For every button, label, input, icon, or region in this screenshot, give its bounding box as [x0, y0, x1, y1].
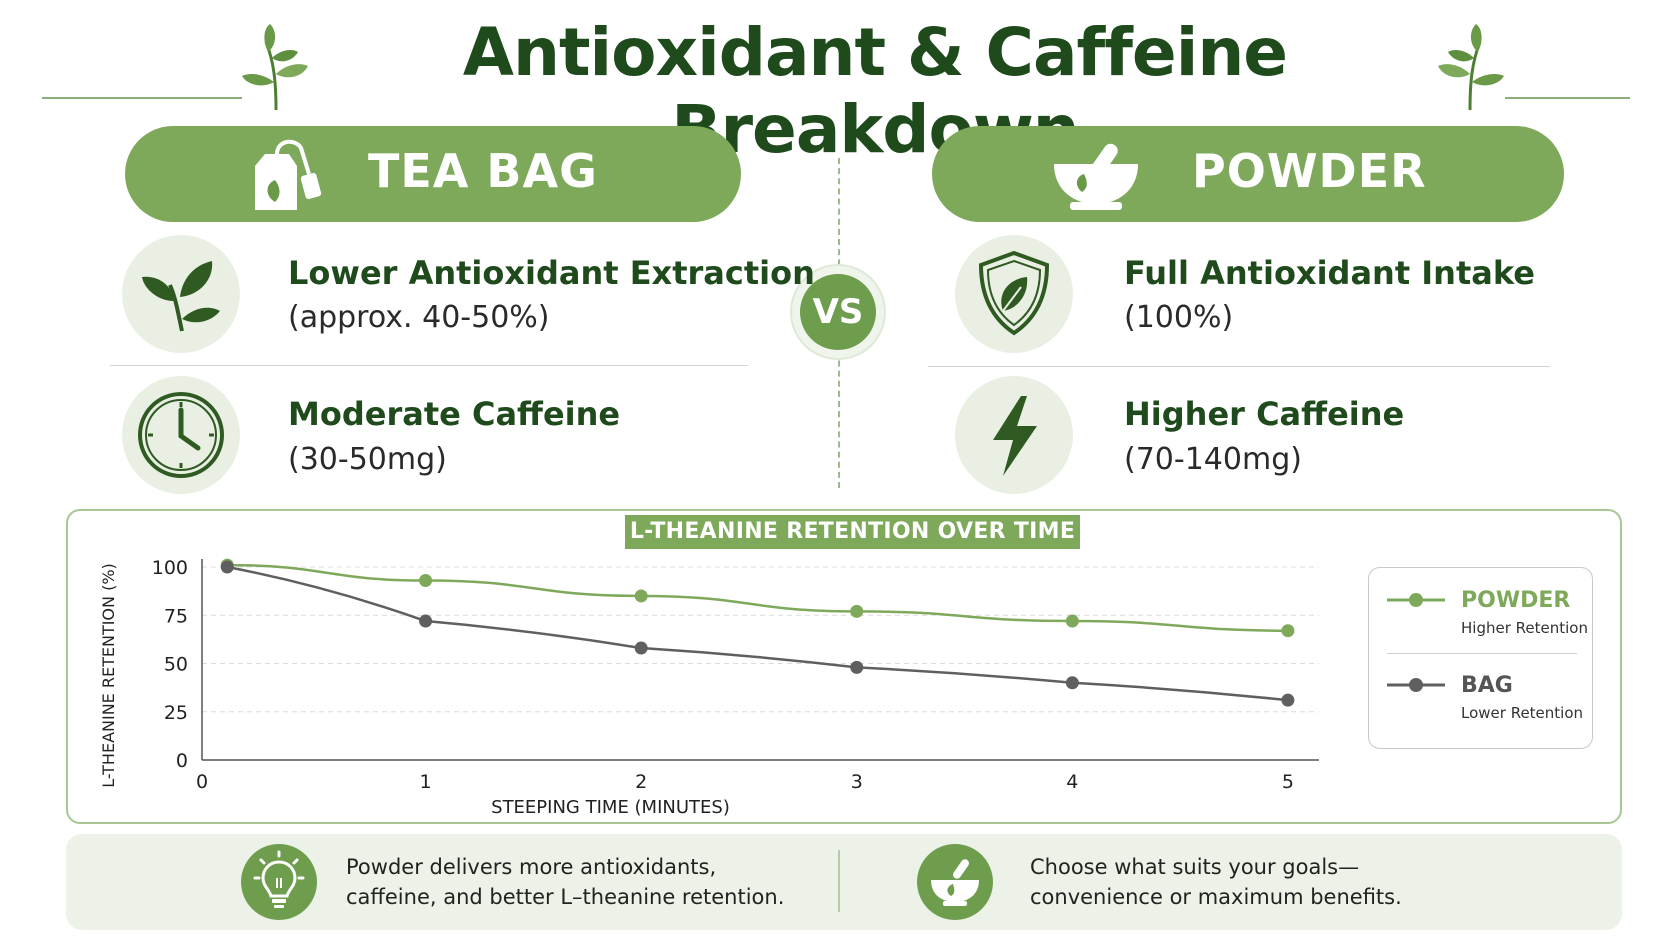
legend-swatch-powder — [1387, 593, 1445, 607]
retention-line-chart: 0 25 50 75 100 0 1 2 3 4 5 STEEPING TIME (MINUTES) L… — [99, 557, 1319, 818]
data-point-powder — [419, 574, 433, 588]
feature-title: Moderate Caffeine — [288, 395, 621, 433]
x-tick-label: 3 — [851, 771, 863, 793]
x-tick-label: 4 — [1066, 771, 1078, 793]
mortar-pestle-icon — [917, 844, 993, 920]
chart-legend: POWDER Higher Retention BAG Lower Retent… — [1368, 567, 1593, 749]
vs-badge: VS — [790, 264, 886, 360]
data-point-bag — [1065, 676, 1079, 690]
lightbulb-icon — [241, 844, 317, 920]
data-point-powder — [634, 589, 648, 603]
series-line-bag — [227, 565, 1289, 702]
feature-detail: (approx. 40-50%) — [288, 300, 550, 335]
chart-title: L-THEANINE RETENTION OVER TIME — [625, 515, 1080, 549]
y-tick-label: 100 — [152, 557, 188, 579]
data-point-powder — [1281, 624, 1295, 638]
footer-left-line1: Powder delivers more antioxidants, — [346, 855, 717, 879]
clock-icon — [122, 376, 240, 494]
legend-desc-powder: Higher Retention — [1461, 619, 1588, 637]
leaf-icon — [122, 235, 240, 353]
feature-title: Lower Antioxidant Extraction — [288, 254, 815, 292]
data-point-powder — [1065, 614, 1079, 628]
feature-title: Higher Caffeine — [1124, 395, 1405, 433]
x-tick-label: 0 — [196, 771, 208, 793]
row-separator — [928, 366, 1550, 367]
data-point-powder — [850, 604, 864, 618]
y-axis-label: L-THEANINE RETENTION (%) — [99, 563, 118, 788]
powder-label: POWDER — [1192, 144, 1427, 198]
footer-banner — [66, 834, 1622, 930]
powder-header: POWDER — [932, 126, 1564, 222]
title-rule-right — [1505, 97, 1630, 99]
legend-swatch-bag — [1387, 678, 1445, 692]
footer-right-line1: Choose what suits your goals— — [1030, 855, 1360, 879]
lightning-icon — [955, 376, 1073, 494]
data-point-bag — [220, 560, 234, 574]
y-tick-label: 0 — [176, 750, 188, 772]
data-point-bag — [419, 614, 433, 628]
feature-detail: (30-50mg) — [288, 442, 447, 477]
footer-left-line2: caffeine, and better L–theanine retentio… — [346, 885, 785, 909]
footer-right-line2: convenience or maximum benefits. — [1030, 885, 1402, 909]
tea-bag-header: TEA BAG — [125, 126, 741, 222]
y-tick-label: 75 — [164, 605, 188, 627]
x-tick-label: 5 — [1282, 771, 1294, 793]
sprig-icon — [1438, 24, 1504, 111]
tea-bag-icon — [255, 139, 322, 210]
vs-label: VS — [800, 274, 876, 350]
data-point-bag — [850, 660, 864, 674]
footer-right-text: Choose what suits your goals— convenienc… — [1030, 852, 1402, 912]
row-separator — [110, 365, 748, 366]
feature-title: Full Antioxidant Intake — [1124, 254, 1535, 292]
feature-detail: (70-140mg) — [1124, 442, 1302, 477]
legend-name-bag: BAG — [1461, 673, 1513, 698]
legend-desc-bag: Lower Retention — [1461, 704, 1584, 722]
title-rule-left — [42, 97, 242, 99]
tea-bag-label: TEA BAG — [368, 144, 598, 198]
shield-leaf-icon — [955, 235, 1073, 353]
x-axis-label: STEEPING TIME (MINUTES) — [491, 797, 730, 818]
legend-separator — [1387, 653, 1577, 654]
data-point-bag — [1281, 693, 1295, 707]
y-tick-label: 25 — [164, 702, 188, 724]
sprig-icon — [242, 24, 308, 111]
legend-name-powder: POWDER — [1461, 588, 1571, 613]
series-line-powder — [227, 563, 1288, 632]
y-tick-label: 50 — [164, 654, 188, 676]
x-tick-label: 2 — [635, 771, 647, 793]
feature-detail: (100%) — [1124, 300, 1234, 335]
mortar-pestle-icon — [1054, 143, 1138, 210]
footer-left-text: Powder delivers more antioxidants, caffe… — [346, 852, 784, 912]
data-point-bag — [634, 641, 648, 655]
footer-divider — [838, 850, 840, 912]
x-tick-label: 1 — [420, 771, 432, 793]
